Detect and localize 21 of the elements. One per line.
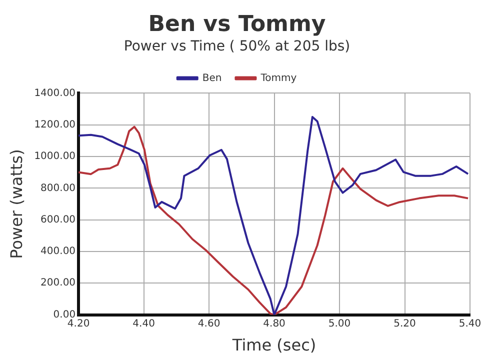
y-tick-label: 200.00 — [40, 278, 76, 289]
y-tick-label: 1200.00 — [34, 119, 76, 130]
chart-title: Ben vs Tommy — [148, 12, 326, 37]
x-tick-label: 5.20 — [394, 318, 416, 330]
chart-subtitle: Power vs Time ( 50% at 205 lbs) — [124, 38, 350, 54]
y-tick-label: 800.00 — [40, 182, 76, 194]
y-tick-label: 1400.00 — [34, 88, 76, 99]
x-tick-label: 4.60 — [198, 318, 220, 330]
y-axis-title: Power (watts) — [6, 149, 26, 259]
x-tick-label: 4.40 — [132, 318, 155, 330]
legend-label: Tommy — [260, 72, 297, 84]
y-tick-label: 600.00 — [40, 214, 76, 226]
x-tick-label: 5.00 — [328, 318, 351, 330]
y-tick-label: 1000.00 — [34, 151, 76, 162]
x-tick-label: 4.80 — [263, 318, 286, 330]
x-tick-label: 4.20 — [67, 318, 90, 330]
legend-label: Ben — [202, 72, 222, 84]
x-axis-title: Time (sec) — [231, 336, 316, 355]
y-tick-label: 400.00 — [40, 246, 76, 258]
y-tick-label: 0.00 — [53, 309, 76, 320]
x-tick-label: 5.40 — [458, 318, 482, 330]
